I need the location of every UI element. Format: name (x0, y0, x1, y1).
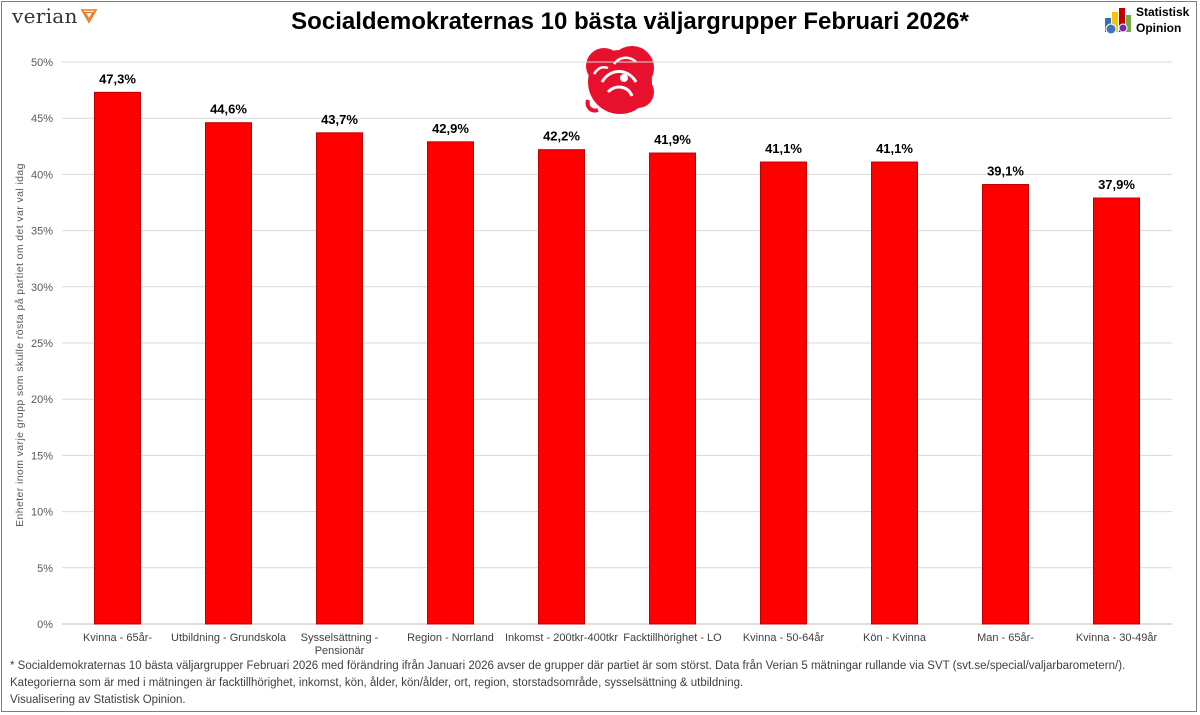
data-label: 47,3% (99, 71, 136, 86)
data-label: 41,1% (876, 141, 913, 156)
data-label: 44,6% (210, 102, 247, 117)
bar (94, 91, 141, 625)
bar (205, 122, 252, 625)
bar (427, 141, 474, 625)
chart-title: Socialdemokraternas 10 bästa väljargrupp… (291, 8, 969, 35)
verian-logo: verian (12, 4, 97, 28)
social-democrats-rose-icon (585, 46, 654, 114)
data-label: 41,1% (765, 141, 802, 156)
statistisk-opinion-chart-icon (1105, 8, 1131, 35)
footnote-line-3: Visualisering av Statistisk Opinion. (10, 694, 186, 706)
y-tick-label: 15% (31, 450, 53, 462)
y-tick-label: 20% (31, 394, 53, 406)
y-tick-label: 30% (31, 282, 53, 294)
bar (1093, 197, 1140, 625)
x-tick-label: Kvinna - 30-49år (1076, 632, 1158, 644)
footnote-line-2: Kategorierna som är med i mätningen är f… (10, 677, 744, 689)
y-tick-label: 45% (31, 113, 53, 125)
x-tick-label: Region - Norrland (407, 632, 494, 644)
data-label: 37,9% (1098, 177, 1135, 192)
y-tick-label: 5% (37, 563, 53, 575)
x-tick-label: Man - 65år- (977, 632, 1034, 644)
bar (760, 161, 807, 625)
footnote-line-1: * Socialdemokraternas 10 bästa väljargru… (10, 660, 1126, 672)
verian-triangle-icon (80, 9, 97, 24)
y-tick-label: 40% (31, 169, 53, 181)
x-tick-label: Utbildning - Grundskola (171, 632, 287, 644)
footnote: * Socialdemokraternas 10 bästa väljargru… (10, 658, 1125, 709)
x-tick-label: Kvinna - 50-64år (743, 632, 825, 644)
bar (982, 184, 1029, 625)
bar (538, 149, 585, 625)
bar (871, 161, 918, 625)
data-label: 43,7% (321, 112, 358, 127)
data-label: 39,1% (987, 164, 1024, 179)
data-label: 42,9% (432, 121, 469, 136)
y-axis-label: Enheter inom varje grupp som skulle röst… (14, 163, 26, 527)
x-tick-label: Sysselsättning -Pensionär (301, 632, 379, 657)
x-tick-label: Kön - Kvinna (863, 632, 927, 644)
statistisk-opinion-logo: Statistisk Opinion (1103, 4, 1189, 36)
bar (649, 152, 696, 625)
so-logo-line2: Opinion (1136, 21, 1182, 35)
verian-logo-text: verian (12, 4, 78, 28)
x-tick-label: Facktillhörighet - LO (623, 632, 722, 644)
x-tick-label: Kvinna - 65år- (83, 632, 152, 644)
y-tick-label: 10% (31, 507, 53, 519)
x-tick-label: Inkomst - 200tkr-400tkr (505, 632, 618, 644)
y-tick-label: 0% (37, 619, 53, 631)
y-tick-label: 35% (31, 226, 53, 238)
bar (316, 132, 363, 625)
so-logo-line1: Statistisk (1136, 5, 1190, 19)
data-label: 41,9% (654, 132, 691, 147)
y-tick-label: 50% (31, 57, 53, 69)
y-tick-label: 25% (31, 338, 53, 350)
data-label: 42,2% (543, 129, 580, 144)
